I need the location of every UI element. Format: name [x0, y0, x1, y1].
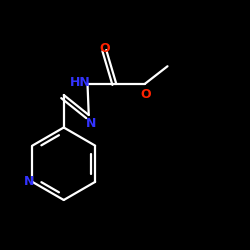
Text: HN: HN: [70, 76, 90, 89]
Text: O: O: [141, 88, 151, 101]
Text: N: N: [86, 117, 96, 130]
Text: O: O: [99, 42, 110, 56]
Text: N: N: [24, 176, 34, 188]
